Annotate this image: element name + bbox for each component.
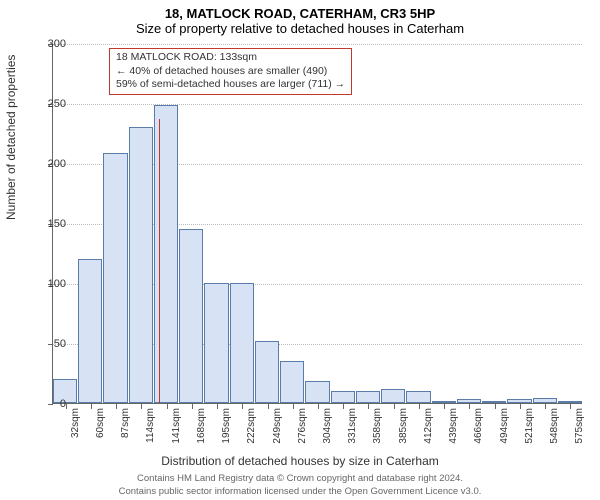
xtick-label: 168sqm xyxy=(196,408,207,444)
chart-title-address: 18, MATLOCK ROAD, CATERHAM, CR3 5HP xyxy=(0,0,600,21)
xtick-mark xyxy=(116,404,117,409)
footer-line-2: Contains public sector information licen… xyxy=(0,486,600,498)
xtick-mark xyxy=(469,404,470,409)
xtick-mark xyxy=(570,404,571,409)
xtick-label: 276sqm xyxy=(297,408,308,444)
xtick-mark xyxy=(318,404,319,409)
bar xyxy=(255,341,279,403)
footer-attribution: Contains HM Land Registry data © Crown c… xyxy=(0,473,600,498)
bar xyxy=(406,391,430,403)
plot-area: 32sqm60sqm87sqm114sqm141sqm168sqm195sqm2… xyxy=(52,44,582,404)
gridline xyxy=(53,44,582,45)
bar xyxy=(507,399,531,403)
annotation-line-2: ← 40% of detached houses are smaller (49… xyxy=(116,65,345,79)
xtick-mark xyxy=(192,404,193,409)
xtick-mark xyxy=(394,404,395,409)
bar xyxy=(558,401,582,403)
xtick-label: 466sqm xyxy=(473,408,484,444)
xtick-mark xyxy=(545,404,546,409)
xtick-label: 60sqm xyxy=(95,408,106,438)
bar xyxy=(78,259,102,403)
xtick-label: 32sqm xyxy=(70,408,81,438)
bar xyxy=(103,153,127,403)
bar xyxy=(457,399,481,403)
chart-area: 32sqm60sqm87sqm114sqm141sqm168sqm195sqm2… xyxy=(52,44,582,404)
footer-line-1: Contains HM Land Registry data © Crown c… xyxy=(0,473,600,485)
bar xyxy=(482,401,506,403)
xtick-label: 114sqm xyxy=(145,408,156,443)
xtick-mark xyxy=(495,404,496,409)
xtick-label: 385sqm xyxy=(398,408,409,444)
gridline xyxy=(53,104,582,105)
bar xyxy=(356,391,380,403)
xtick-label: 575sqm xyxy=(574,408,585,444)
xtick-mark xyxy=(368,404,369,409)
bar xyxy=(179,229,203,403)
bar xyxy=(432,401,456,403)
xtick-mark xyxy=(444,404,445,409)
xtick-mark xyxy=(419,404,420,409)
annotation-box: 18 MATLOCK ROAD: 133sqm← 40% of detached… xyxy=(109,48,352,95)
ytick-label: 200 xyxy=(26,158,66,170)
bar xyxy=(129,127,153,403)
xtick-label: 87sqm xyxy=(120,408,131,438)
annotation-line-3: 59% of semi-detached houses are larger (… xyxy=(116,78,345,92)
xtick-label: 548sqm xyxy=(549,408,560,444)
xtick-mark xyxy=(91,404,92,409)
xtick-mark xyxy=(520,404,521,409)
chart-subtitle: Size of property relative to detached ho… xyxy=(0,21,600,40)
xtick-label: 358sqm xyxy=(372,408,383,444)
xtick-label: 249sqm xyxy=(272,408,283,444)
bar xyxy=(305,381,329,403)
xtick-label: 222sqm xyxy=(246,408,257,444)
bar xyxy=(381,389,405,403)
bar xyxy=(280,361,304,403)
xtick-label: 304sqm xyxy=(322,408,333,444)
xtick-mark xyxy=(343,404,344,409)
bar xyxy=(230,283,254,403)
xtick-label: 494sqm xyxy=(499,408,510,444)
xtick-label: 521sqm xyxy=(524,408,535,444)
xtick-label: 439sqm xyxy=(448,408,459,444)
xtick-label: 141sqm xyxy=(171,408,182,444)
xtick-mark xyxy=(141,404,142,409)
subject-marker-line xyxy=(159,119,160,403)
y-axis-label: Number of detached properties xyxy=(4,55,18,220)
xtick-mark xyxy=(217,404,218,409)
x-axis-label: Distribution of detached houses by size … xyxy=(0,454,600,468)
ytick-label: 250 xyxy=(26,98,66,110)
ytick-label: 50 xyxy=(26,338,66,350)
bar xyxy=(204,283,228,403)
ytick-label: 0 xyxy=(26,398,66,410)
xtick-label: 412sqm xyxy=(423,408,434,444)
xtick-label: 195sqm xyxy=(221,408,232,444)
xtick-mark xyxy=(268,404,269,409)
ytick-label: 100 xyxy=(26,278,66,290)
xtick-mark xyxy=(167,404,168,409)
bar xyxy=(154,105,178,403)
annotation-line-1: 18 MATLOCK ROAD: 133sqm xyxy=(116,51,345,65)
bar xyxy=(533,398,557,403)
xtick-mark xyxy=(242,404,243,409)
ytick-label: 150 xyxy=(26,218,66,230)
bar xyxy=(331,391,355,403)
ytick-label: 300 xyxy=(26,38,66,50)
xtick-label: 331sqm xyxy=(347,408,358,444)
xtick-mark xyxy=(293,404,294,409)
